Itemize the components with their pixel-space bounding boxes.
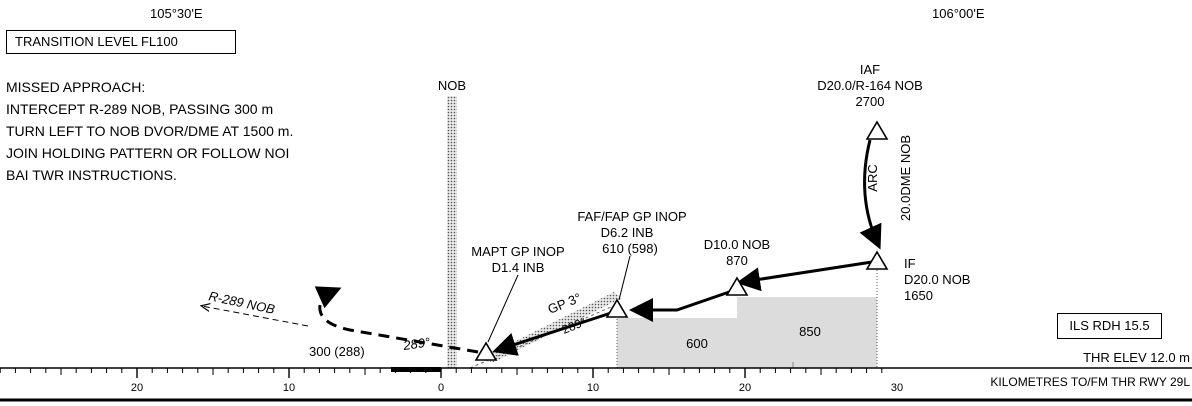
mapt-name: D1.4 INB xyxy=(492,260,545,275)
missed-approach-line-4: BAI TWR INSTRUCTIONS. xyxy=(6,167,177,183)
approach-track-2 xyxy=(629,288,736,322)
faf-altitude: 610 (598) xyxy=(602,241,658,256)
missed-approach-line-1: INTERCEPT R-289 NOB, PASSING 300 m xyxy=(6,101,274,117)
distance-tick-label: 0 xyxy=(438,382,444,394)
msa-low-value: 600 xyxy=(686,336,708,351)
mapt-fix-triangle xyxy=(474,341,498,361)
final-track xyxy=(492,310,615,356)
distance-tick-label: 10 xyxy=(283,382,295,394)
missed-course-label: 289° xyxy=(401,334,431,353)
missed-approach-line-2: TURN LEFT TO NOB DVOR/DME AT 1500 m. xyxy=(6,123,294,139)
msa-block-high xyxy=(737,297,877,368)
iaf-fix-triangle xyxy=(865,120,889,140)
faf-leader xyxy=(618,255,631,301)
faf-fix-triangle xyxy=(605,298,629,318)
ils-rdh-text: ILS RDH 15.5 xyxy=(1069,318,1150,333)
distance-ticks: 20 10 0 10 20 30 xyxy=(0,368,903,394)
mapt-leader xyxy=(487,274,519,343)
d10-name: D10.0 NOB xyxy=(704,237,770,252)
nob-column xyxy=(447,96,457,368)
nob-label: NOB xyxy=(438,78,466,93)
distance-tick-label: 10 xyxy=(587,382,599,394)
distance-tick-label: 20 xyxy=(739,382,751,394)
msa-high-value: 850 xyxy=(799,324,821,339)
distance-tick-label: 30 xyxy=(891,382,903,394)
transition-level-box: TRANSITION LEVEL FL100 xyxy=(6,30,236,54)
missed-approach-block: MISSED APPROACH: INTERCEPT R-289 NOB, PA… xyxy=(6,76,293,186)
faf-name: D6.2 INB xyxy=(601,225,654,240)
longitude-left: 105°30'E xyxy=(150,6,203,21)
if-name: D20.0 NOB xyxy=(904,272,970,287)
if-fix-triangle xyxy=(865,250,889,270)
longitude-right: 106°00'E xyxy=(932,6,985,21)
missed-approach-path xyxy=(314,286,479,354)
missed-radial-line xyxy=(202,306,309,327)
runway-bar xyxy=(391,367,441,372)
faf-role: FAF/FAP GP INOP xyxy=(577,209,686,224)
approach-track xyxy=(736,260,873,292)
distance-tick-label: 20 xyxy=(131,382,143,394)
if-role: IF xyxy=(904,256,916,271)
arc-label: ARC xyxy=(865,164,880,191)
iaf-role: IAF xyxy=(860,62,880,77)
arc-dme-label: 20.0DME NOB xyxy=(898,135,913,221)
arc-track xyxy=(859,139,882,250)
if-altitude: 1650 xyxy=(904,288,933,303)
mapt-role: MAPT GP INOP xyxy=(471,244,564,259)
missed-radial-label: R-289 NOB xyxy=(207,288,276,317)
missed-approach-title: MISSED APPROACH: xyxy=(6,79,146,95)
iaf-name: D20.0/R-164 NOB xyxy=(817,78,923,93)
missed-approach-line-3: JOIN HOLDING PATTERN OR FOLLOW NOI xyxy=(6,145,290,161)
iaf-altitude: 2700 xyxy=(856,94,885,109)
transition-level-text: TRANSITION LEVEL FL100 xyxy=(15,34,178,49)
thr-elevation: THR ELEV 12.0 m xyxy=(1083,350,1190,365)
distance-axis-label: KILOMETRES TO/FM THR RWY 29L xyxy=(990,375,1190,389)
missed-climb-label: 300 (288) xyxy=(309,344,365,359)
d10-altitude: 870 xyxy=(726,253,748,268)
ils-rdh-box: ILS RDH 15.5 xyxy=(1057,313,1162,339)
d10-fix-triangle xyxy=(725,276,749,296)
